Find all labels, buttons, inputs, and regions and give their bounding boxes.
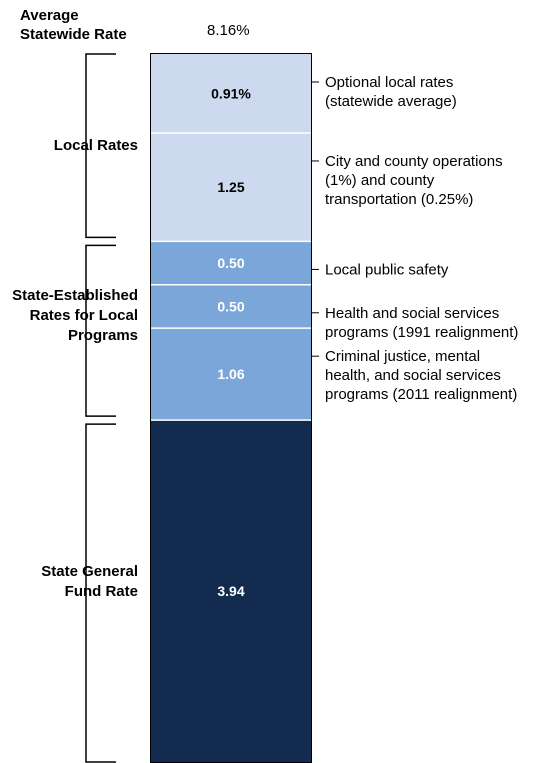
bar-segment-3: [151, 284, 311, 329]
segment-value-label: 0.50: [217, 255, 244, 271]
segment-description-line: Health and social services: [325, 305, 499, 322]
header-label-line1: Average: [20, 7, 79, 24]
segment-description-line: City and county operations: [325, 153, 503, 170]
segment-value-label: 3.94: [217, 583, 244, 599]
bar-segment-0: [151, 54, 311, 133]
segment-value-label: 1.25: [217, 179, 244, 195]
segment-description-line: programs (1991 realignment): [325, 324, 518, 341]
group-label-line: Local Rates: [53, 137, 138, 154]
group-label-local-rates: Local Rates: [0, 136, 138, 156]
segment-description-line: programs (2011 realignment): [325, 386, 517, 403]
group-bracket-0: [85, 53, 116, 239]
group-bracket-1: [85, 244, 116, 417]
total-rate: 8.16%: [207, 22, 250, 39]
segment-description-line: Criminal justice, mental: [325, 348, 480, 365]
group-label-line: Fund Rate: [64, 583, 138, 600]
bar-segment-5: [151, 420, 311, 762]
group-label-line: Rates for Local: [29, 307, 138, 324]
segment-value-label: 0.91%: [211, 85, 251, 101]
segment-description-line: transportation (0.25%): [325, 191, 473, 208]
bar-segment-4: [151, 328, 311, 421]
segment-value-label: 0.50: [217, 298, 244, 314]
bar-segment-2: [151, 241, 311, 285]
segment-description-line: (statewide average): [325, 93, 457, 110]
segment-description-line: Optional local rates: [325, 74, 453, 91]
header-label: Average Statewide Rate: [20, 6, 127, 44]
group-label-state-general-fund: State General Fund Rate: [0, 562, 138, 602]
group-label-line: State General: [41, 563, 138, 580]
segment-description-line: Local public safety: [325, 261, 449, 278]
group-label-line: State-Established: [12, 287, 138, 304]
segment-description-line: health, and social services: [325, 367, 501, 384]
segment-description-line: (1%) and county: [325, 172, 435, 189]
segment-value-label: 1.06: [217, 366, 244, 382]
header-label-line2: Statewide Rate: [20, 26, 127, 43]
bar-segment-1: [151, 132, 311, 242]
group-bracket-2: [85, 423, 116, 763]
